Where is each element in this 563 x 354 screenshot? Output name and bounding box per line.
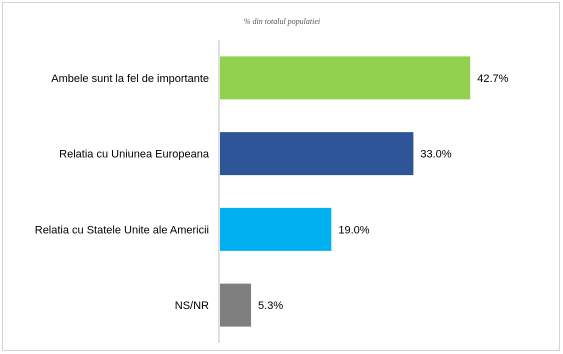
- value-label-relatia-cu-uniunea-europeana: 33.0%: [420, 149, 451, 161]
- bars-group: Ambele sunt la fel de importante 42.7% Rel…: [35, 56, 509, 327]
- chart-subtitle: % din totalul populatiei: [244, 17, 320, 26]
- category-label-ns-nr: NS/NR: [175, 300, 209, 312]
- category-label-relatia-cu-uniunea-europeana: Relatia cu Uniunea Europeana: [59, 149, 210, 161]
- value-label-relatia-cu-statele-unite-ale-americii: 19.0%: [338, 224, 369, 236]
- bar-ns-nr: [220, 283, 252, 327]
- value-label-ambele-sunt-la-fel-de-importante: 42.7%: [477, 73, 508, 85]
- bar-relatia-cu-uniunea-europeana: [220, 132, 414, 176]
- category-label-ambele-sunt-la-fel-de-importante: Ambele sunt la fel de importante: [51, 73, 209, 85]
- category-label-relatia-cu-statele-unite-ale-americii: Relatia cu Statele Unite ale Americii: [35, 224, 209, 236]
- bar-relatia-cu-statele-unite-ale-americii: [220, 207, 332, 251]
- bar-ambele-sunt-la-fel-de-importante: [220, 56, 471, 100]
- value-label-ns-nr: 5.3%: [258, 300, 283, 312]
